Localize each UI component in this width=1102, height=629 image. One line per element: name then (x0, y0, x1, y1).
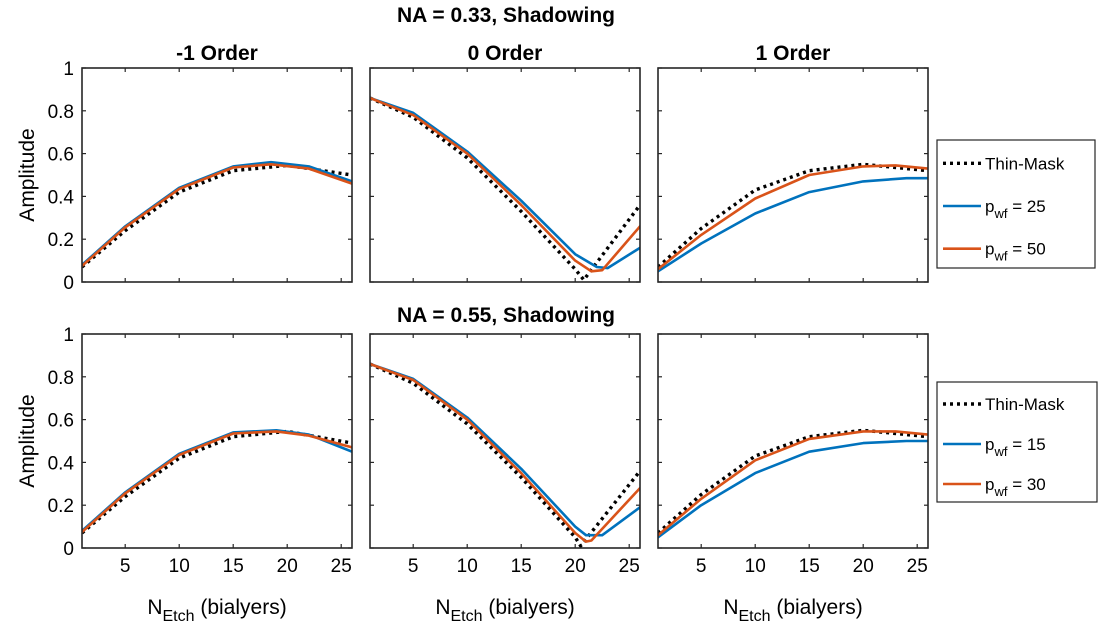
panel-r1-c0: 5 10 15 20 25 0 0.2 0.4 0.6 0.8 1 NEtch (bialyers) (48, 325, 353, 625)
panel-r0-c1: 0 Order (369, 42, 641, 283)
y-tick-label: 0.2 (48, 496, 74, 517)
x-tick-label: 5 (696, 556, 707, 577)
x-tick-label: 20 (565, 556, 586, 577)
x-tick-label: 15 (511, 556, 532, 577)
series-line-pwf-2 (82, 430, 352, 534)
panel-r0-c0: -1 Order 0 0.2 0.4 0.6 0.8 1 (48, 42, 353, 294)
legend-label: pwf = 50 (985, 240, 1046, 264)
panel-title-0: -1 Order (176, 42, 258, 65)
y-tick-label: 1 (63, 59, 74, 80)
series-line-pwf-2 (658, 430, 928, 537)
panel-r0-c2: 1 Order (657, 42, 929, 283)
panel-r1-c2: 5 10 15 20 25 NEtch (bialyers) (657, 333, 929, 625)
plot-frame (657, 67, 929, 283)
x-tick-label: 20 (277, 556, 298, 577)
x-tick-label: 5 (120, 556, 131, 577)
series-line-pwf-1 (370, 96, 640, 270)
row-title-1: NA = 0.55, Shadowing (397, 304, 615, 327)
series-line-pwf-2 (82, 163, 352, 268)
plot-frame (81, 67, 353, 283)
x-tick-label: 25 (331, 556, 352, 577)
x-tick-label: 15 (223, 556, 244, 577)
x-axis-label: NEtch (bialyers) (147, 596, 286, 625)
y-tick-label: 0 (63, 539, 74, 560)
series-line-thin-mask (370, 96, 640, 282)
series-line-pwf-1 (658, 439, 928, 539)
plot-frame (657, 333, 929, 549)
y-tick-label: 0.8 (48, 368, 74, 389)
plot-frame (369, 67, 641, 283)
legend-box (936, 139, 1096, 269)
x-tick-label: 20 (853, 556, 874, 577)
row-title-0: NA = 0.33, Shadowing (397, 4, 615, 27)
y-tick-label: 0.4 (48, 187, 75, 208)
y-tick-label: 1 (63, 325, 74, 346)
y-tick-label: 0 (63, 273, 74, 294)
legend-label: Thin-Mask (985, 395, 1065, 414)
series-line-pwf-2 (370, 96, 640, 273)
series-line-thin-mask (82, 163, 352, 269)
panel-title-1: 0 Order (468, 42, 543, 65)
series-line-pwf-1 (82, 429, 352, 533)
y-tick-label: 0.6 (48, 411, 74, 432)
series-line-pwf-2 (370, 362, 640, 543)
x-tick-label: 10 (457, 556, 478, 577)
x-tick-label: 10 (169, 556, 190, 577)
x-tick-label: 10 (745, 556, 766, 577)
x-tick-label: 15 (799, 556, 820, 577)
series-line-pwf-1 (370, 362, 640, 537)
plot-frame (81, 333, 353, 549)
series-line-thin-mask (370, 362, 640, 548)
legend-0: Thin-Mask pwf = 25 pwf = 50 (936, 139, 1096, 269)
legend-label: pwf = 30 (985, 475, 1046, 499)
plot-frame (369, 333, 641, 549)
x-axis-label: NEtch (bialyers) (723, 596, 862, 625)
x-tick-label: 25 (619, 556, 640, 577)
x-tick-label: 25 (907, 556, 928, 577)
x-tick-label: 5 (408, 556, 419, 577)
y-tick-label: 0.6 (48, 145, 74, 166)
panel-r1-c1: 5 10 15 20 25 NEtch (bialyers) (369, 333, 641, 625)
legend-label: pwf = 15 (985, 435, 1046, 459)
y-tick-label: 0.4 (48, 453, 75, 474)
series-line-pwf-2 (658, 164, 928, 271)
legend-label: Thin-Mask (985, 154, 1065, 173)
y-tick-label: 0.2 (48, 230, 74, 251)
series-line-pwf-1 (658, 176, 928, 273)
x-axis-label: NEtch (bialyers) (435, 596, 574, 625)
y-tick-label: 0.8 (48, 102, 74, 123)
legend-1: Thin-Mask pwf = 15 pwf = 30 (936, 381, 1098, 503)
y-axis-label: Amplitude (16, 394, 39, 487)
series-line-thin-mask (82, 429, 352, 535)
legend-box (936, 381, 1098, 503)
y-axis-label: Amplitude (16, 128, 39, 221)
legend-label: pwf = 25 (985, 197, 1046, 221)
panel-title-2: 1 Order (756, 42, 831, 65)
